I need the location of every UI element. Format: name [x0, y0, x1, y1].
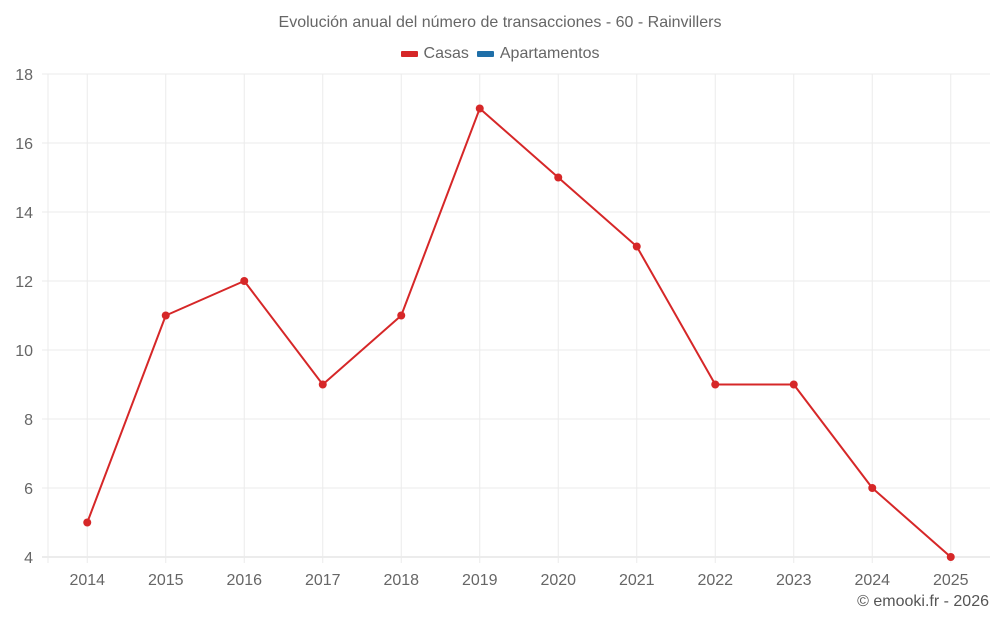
x-tick-label: 2020 [540, 572, 576, 589]
data-point[interactable] [83, 518, 92, 527]
y-tick-label: 10 [15, 343, 33, 360]
data-point[interactable] [946, 553, 955, 561]
data-point[interactable] [554, 173, 563, 182]
legend-swatch-apartamentos [476, 51, 494, 57]
legend: Casas Apartamentos [0, 45, 1000, 63]
x-tick-label: 2015 [148, 572, 184, 589]
y-tick-label: 4 [24, 550, 33, 567]
data-point[interactable] [161, 311, 170, 320]
data-point[interactable] [318, 380, 327, 389]
legend-label-casas: Casas [423, 45, 469, 62]
x-tick-label: 2025 [933, 572, 969, 589]
legend-label-apartamentos: Apartamentos [499, 45, 600, 62]
x-tick-label: 2024 [854, 572, 890, 589]
data-point[interactable] [789, 380, 798, 389]
x-tick-label: 2022 [697, 572, 733, 589]
y-tick-label: 16 [15, 136, 33, 153]
y-axis: 4 6 8 10 12 14 16 18 [15, 67, 33, 567]
y-tick-label: 14 [15, 205, 33, 222]
x-tick-label: 2021 [619, 572, 655, 589]
gridlines [42, 73, 990, 563]
data-point[interactable] [868, 484, 877, 492]
x-tick-label: 2019 [462, 572, 498, 589]
legend-item-apartamentos[interactable]: Apartamentos [476, 45, 600, 63]
series-casas [83, 104, 955, 561]
x-tick-label: 2016 [226, 572, 262, 589]
x-tick-label: 2014 [69, 572, 105, 589]
x-axis: 2014 2015 2016 2017 2018 2019 2020 2021 2022 2023… [69, 572, 968, 589]
data-point[interactable] [240, 277, 249, 285]
data-point[interactable] [632, 242, 641, 251]
y-tick-label: 6 [24, 481, 33, 498]
legend-swatch-casas [400, 51, 418, 57]
y-tick-label: 18 [15, 67, 33, 84]
x-tick-label: 2023 [776, 572, 812, 589]
x-tick-label: 2017 [305, 572, 341, 589]
x-tick-label: 2018 [383, 572, 419, 589]
data-point[interactable] [475, 104, 484, 113]
series-line [86, 107, 952, 558]
copyright-footer: © emooki.fr - 2026 [857, 593, 989, 610]
y-tick-label: 12 [15, 274, 33, 291]
data-point[interactable] [397, 311, 406, 320]
chart-title: Evolución anual del número de transaccio… [278, 14, 722, 31]
legend-item-casas[interactable]: Casas [400, 45, 469, 63]
y-tick-label: 8 [24, 412, 33, 429]
data-point[interactable] [711, 380, 720, 389]
